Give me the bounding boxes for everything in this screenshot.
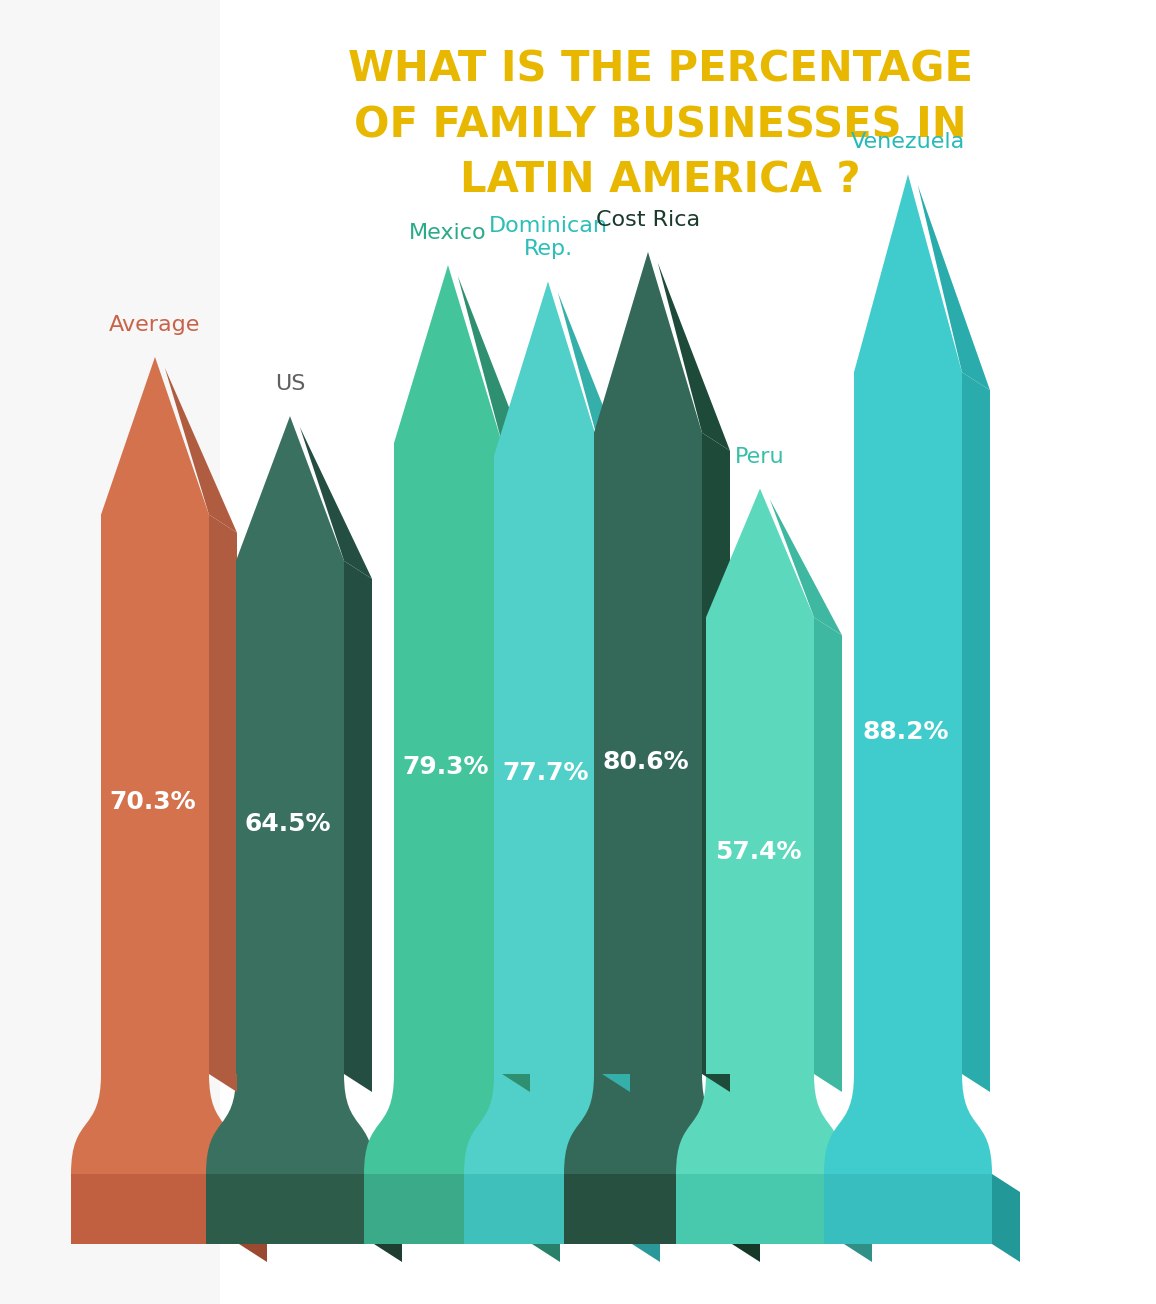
Polygon shape: [992, 1174, 1020, 1262]
Text: 64.5%: 64.5%: [245, 812, 332, 836]
Polygon shape: [0, 0, 220, 1304]
Polygon shape: [732, 1174, 759, 1262]
Polygon shape: [702, 433, 729, 1091]
PathPatch shape: [824, 1074, 992, 1174]
Text: Average: Average: [110, 316, 201, 335]
Text: 57.4%: 57.4%: [714, 840, 801, 863]
Polygon shape: [502, 443, 529, 1091]
Polygon shape: [962, 372, 990, 1091]
Polygon shape: [464, 1174, 632, 1244]
Polygon shape: [602, 456, 630, 1091]
Text: Mexico: Mexico: [409, 223, 487, 243]
Polygon shape: [236, 416, 344, 1074]
Polygon shape: [558, 292, 630, 473]
Polygon shape: [594, 252, 702, 1074]
Polygon shape: [844, 1174, 872, 1262]
Text: Venezuela: Venezuela: [851, 133, 965, 153]
PathPatch shape: [71, 1074, 239, 1174]
Polygon shape: [344, 561, 372, 1091]
Polygon shape: [364, 1174, 532, 1244]
Polygon shape: [494, 282, 602, 1074]
Text: Cost Rica: Cost Rica: [596, 210, 701, 230]
Polygon shape: [918, 185, 990, 390]
Text: US: US: [275, 374, 305, 394]
Polygon shape: [299, 426, 372, 579]
Polygon shape: [375, 1174, 402, 1262]
Polygon shape: [101, 357, 209, 1074]
PathPatch shape: [676, 1074, 844, 1174]
Polygon shape: [854, 175, 962, 1074]
Text: 70.3%: 70.3%: [110, 789, 197, 814]
Polygon shape: [209, 515, 237, 1091]
Text: Dominican
Rep.: Dominican Rep.: [489, 216, 608, 259]
Polygon shape: [706, 489, 814, 1074]
Polygon shape: [206, 1174, 375, 1244]
Text: 77.7%: 77.7%: [503, 760, 590, 785]
Polygon shape: [458, 276, 529, 462]
Polygon shape: [658, 262, 729, 451]
PathPatch shape: [564, 1074, 732, 1174]
PathPatch shape: [206, 1074, 375, 1174]
Polygon shape: [564, 1174, 732, 1244]
Polygon shape: [394, 265, 502, 1074]
Polygon shape: [814, 617, 842, 1091]
Polygon shape: [824, 1174, 992, 1244]
Polygon shape: [632, 1174, 660, 1262]
PathPatch shape: [464, 1074, 632, 1174]
PathPatch shape: [364, 1074, 532, 1174]
Polygon shape: [71, 1174, 239, 1244]
Text: 80.6%: 80.6%: [602, 750, 689, 773]
Text: Peru: Peru: [735, 446, 785, 467]
Polygon shape: [532, 1174, 560, 1262]
Polygon shape: [770, 499, 842, 635]
Text: 79.3%: 79.3%: [402, 755, 489, 778]
Text: WHAT IS THE PERCENTAGE
OF FAMILY BUSINESSES IN
LATIN AMERICA ?: WHAT IS THE PERCENTAGE OF FAMILY BUSINES…: [348, 50, 972, 201]
Polygon shape: [165, 368, 237, 533]
Polygon shape: [676, 1174, 844, 1244]
Text: 88.2%: 88.2%: [862, 720, 949, 745]
Polygon shape: [239, 1174, 267, 1262]
